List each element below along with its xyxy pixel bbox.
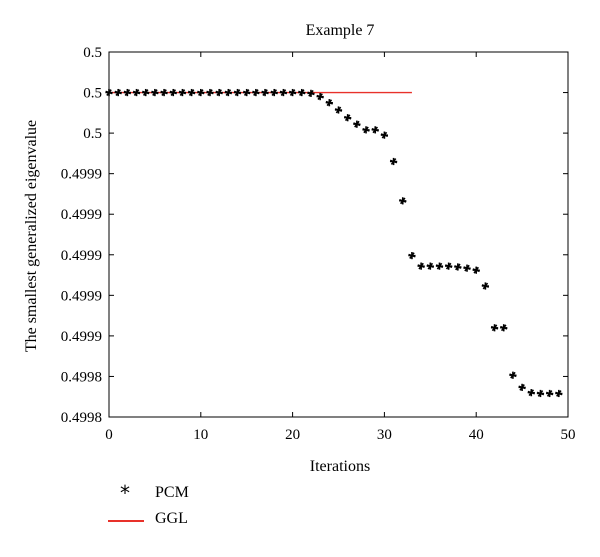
pcm-point bbox=[178, 88, 187, 97]
pcm-point bbox=[380, 131, 389, 139]
pcm-point bbox=[206, 88, 214, 97]
pcm-point bbox=[527, 389, 535, 397]
pcm-point bbox=[105, 88, 113, 97]
chart: Example 7 0 10 20 30 40 50 0.4998 0.4998 0.4999… bbox=[23, 22, 576, 475]
y-tick-label: 0.5 bbox=[83, 86, 102, 102]
pcm-point bbox=[151, 88, 159, 97]
pcm-point bbox=[316, 93, 324, 101]
pcm-point bbox=[169, 88, 177, 97]
pcm-point bbox=[371, 126, 379, 134]
pcm-point bbox=[555, 389, 563, 398]
x-tick-label: 10 bbox=[193, 427, 208, 443]
x-axis-ticks: 0 10 20 30 40 50 bbox=[105, 52, 576, 443]
pcm-point bbox=[325, 99, 333, 107]
x-tick-label: 0 bbox=[105, 427, 113, 443]
series-layer bbox=[105, 88, 563, 398]
pcm-point bbox=[215, 88, 223, 97]
pcm-point bbox=[224, 88, 233, 97]
legend-item-ggl: GGL bbox=[100, 509, 300, 535]
pcm-point bbox=[132, 88, 141, 97]
pcm-point bbox=[399, 197, 407, 205]
y-tick-label: 0.4998 bbox=[61, 369, 102, 385]
chart-title: Example 7 bbox=[306, 22, 375, 39]
y-tick-label: 0.5 bbox=[83, 45, 102, 61]
pcm-point bbox=[187, 88, 196, 97]
pcm-point bbox=[472, 266, 480, 274]
y-tick-label: 0.4998 bbox=[61, 410, 102, 426]
legend: * PCM GGL bbox=[100, 483, 300, 535]
pcm-point bbox=[389, 157, 398, 166]
x-tick-label: 30 bbox=[377, 427, 392, 443]
pcm-point bbox=[417, 262, 425, 270]
pcm-point bbox=[307, 89, 315, 97]
pcm-point bbox=[270, 88, 278, 97]
pcm-point bbox=[362, 126, 370, 134]
y-tick-label: 0.5 bbox=[83, 126, 102, 142]
y-axis-label: The smallest generalized eigenvalue bbox=[23, 120, 40, 352]
pcm-point bbox=[353, 120, 361, 128]
pcm-point bbox=[536, 389, 545, 398]
x-axis-label: Iterations bbox=[310, 458, 370, 475]
pcm-point bbox=[252, 88, 260, 97]
legend-label-ggl: GGL bbox=[155, 510, 188, 527]
pcm-point bbox=[426, 262, 434, 270]
pcm-point bbox=[233, 88, 242, 97]
pcm-point bbox=[114, 88, 122, 97]
x-tick-label: 50 bbox=[561, 427, 576, 443]
pcm-point bbox=[444, 262, 453, 270]
pcm-point bbox=[160, 88, 168, 97]
pcm-point bbox=[261, 88, 269, 97]
pcm-point bbox=[408, 251, 416, 260]
ggl-line-icon bbox=[108, 520, 144, 522]
pcm-point bbox=[463, 264, 471, 272]
y-tick-label: 0.4999 bbox=[61, 167, 102, 183]
y-tick-label: 0.4999 bbox=[61, 207, 102, 223]
pcm-point bbox=[197, 88, 205, 97]
pcm-point bbox=[518, 383, 526, 391]
pcm-point bbox=[334, 106, 343, 114]
y-tick-label: 0.4999 bbox=[61, 329, 102, 345]
y-axis-ticks: 0.4998 0.4998 0.4999 0.4999 0.4999 0.4999 0.49… bbox=[61, 45, 568, 426]
pcm-point bbox=[545, 389, 554, 398]
pcm-point bbox=[243, 88, 251, 97]
legend-item-pcm: * PCM bbox=[100, 483, 300, 509]
pcm-point bbox=[490, 324, 499, 332]
pcm-point bbox=[288, 88, 297, 97]
pcm-point bbox=[435, 262, 444, 270]
pcm-point bbox=[509, 371, 517, 379]
pcm-point bbox=[481, 282, 490, 290]
x-tick-label: 40 bbox=[469, 427, 484, 443]
pcm-point bbox=[123, 88, 132, 97]
pcm-point bbox=[344, 114, 352, 122]
pcm-point bbox=[454, 263, 462, 271]
pcm-point bbox=[298, 88, 306, 97]
legend-label-pcm: PCM bbox=[155, 484, 189, 501]
x-tick-label: 20 bbox=[285, 427, 300, 443]
pcm-point bbox=[142, 88, 150, 97]
pcm-marker-icon: * bbox=[120, 481, 130, 505]
pcm-point bbox=[500, 324, 508, 332]
y-tick-label: 0.4999 bbox=[61, 288, 102, 304]
y-tick-label: 0.4999 bbox=[61, 248, 102, 264]
pcm-point bbox=[279, 88, 288, 97]
